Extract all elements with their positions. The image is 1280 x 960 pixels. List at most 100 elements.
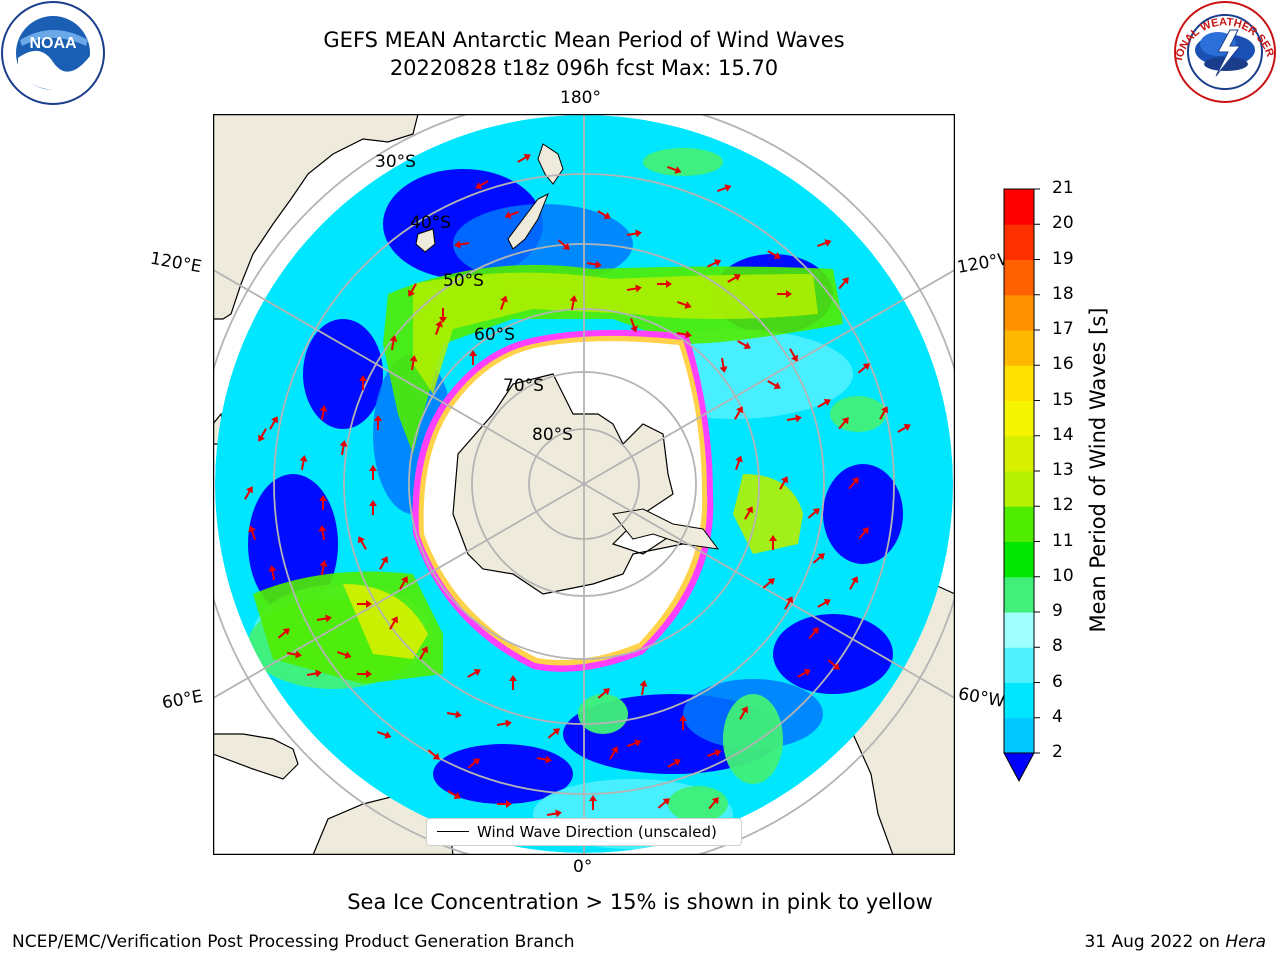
colorbar-segment [1004, 365, 1034, 401]
wave-arrow [358, 536, 367, 550]
lat-label-40s: 40°S [410, 213, 451, 233]
wave-arrow [767, 380, 781, 389]
wave-arrow [500, 295, 508, 310]
colorbar-segment [1004, 435, 1034, 472]
colorbar-tick-label: 14 [1052, 424, 1074, 445]
lon-label-60w: 60°W [956, 684, 1007, 712]
legend-line-swatch [437, 831, 469, 832]
wave-arrow [374, 415, 382, 430]
wave-arrow [817, 399, 831, 408]
wave-arrow [435, 320, 443, 335]
wave-direction-arrows [244, 154, 911, 818]
wave-arrow [337, 651, 352, 659]
wave-arrow [858, 527, 869, 540]
wave-arrow [639, 680, 648, 696]
colorbar-segment [1004, 576, 1034, 613]
wave-arrow [399, 576, 408, 590]
wave-arrow [319, 495, 327, 510]
new-zealand-south [507, 192, 549, 250]
colorbar-tick-label: 21 [1052, 178, 1074, 198]
wave-arrow [408, 283, 417, 297]
wave-arrow [319, 560, 328, 576]
colorbar-tick-label: 10 [1052, 565, 1074, 586]
wave-arrow [504, 211, 519, 219]
wave-arrow [454, 240, 470, 249]
lon-label-180: 180° [560, 88, 601, 108]
wave-arrow [389, 616, 398, 630]
colorbar-under-triangle [1003, 752, 1035, 783]
wave-arrow [497, 800, 512, 808]
colorbar-segment [1004, 682, 1034, 719]
wave-arrow [427, 749, 440, 760]
wave-arrow [737, 340, 751, 349]
colorbar-tick-label: 18 [1052, 283, 1074, 304]
wave-arrow [609, 746, 618, 760]
wave-arrow [784, 596, 793, 610]
wave-arrow [557, 239, 570, 250]
wave-arrow [316, 614, 332, 623]
colorbar-segment [1004, 224, 1034, 260]
tasmania [415, 228, 436, 253]
wave-arrow [719, 357, 728, 373]
wave-arrow [357, 670, 372, 678]
colorbar-tick-label: 13 [1052, 460, 1074, 480]
colorbar-segment [1004, 541, 1034, 578]
wave-arrow [777, 290, 792, 298]
wave-arrow [379, 556, 388, 570]
wave-arrow [299, 455, 308, 471]
wave-arrow [467, 669, 481, 678]
wave-arrow [812, 553, 825, 564]
colorbar-tick-label: 12 [1052, 495, 1074, 516]
wave-arrow [469, 350, 477, 365]
colorbar-segment [1004, 189, 1034, 225]
lon-label-60e: 60°E [160, 686, 205, 714]
wave-arrow [467, 758, 480, 769]
colorbar-tick-label: 15 [1052, 389, 1074, 410]
wave-arrow [827, 659, 840, 670]
colorbar-label: Mean Period of Wind Waves [s] [1086, 307, 1110, 633]
wave-arrow [419, 646, 428, 660]
wave-arrow [517, 154, 531, 163]
colorbar-tick-label: 19 [1052, 248, 1074, 269]
wave-arrow [597, 688, 610, 699]
wave-arrow [277, 628, 290, 639]
colorbar-tick-label: 2 [1052, 742, 1063, 762]
wave-arrow [667, 759, 681, 768]
wave-arrow [389, 335, 398, 351]
footer-date: 31 Aug 2022 on Hera [1084, 932, 1266, 952]
wave-arrow [496, 719, 512, 728]
wave-arrow [268, 565, 277, 581]
wave-arrow [536, 755, 552, 764]
sea-ice-note: Sea Ice Concentration > 15% is shown in … [347, 890, 933, 914]
wave-arrow [369, 465, 377, 480]
colorbar-segment [1004, 506, 1034, 542]
lat-label-50s: 50°S [443, 271, 484, 291]
wave-arrow [248, 525, 256, 540]
wave-arrow [849, 576, 858, 590]
wave-arrow [744, 506, 753, 520]
wave-arrow [597, 210, 611, 219]
wave-arrow [589, 795, 597, 810]
wave-arrow [717, 184, 732, 192]
wave-arrow [807, 508, 820, 519]
australia-landmass [213, 733, 299, 780]
wave-arrow [359, 375, 367, 390]
colorbar-segment [1004, 400, 1034, 437]
colorbar-tick-label: 6 [1052, 671, 1063, 692]
colorbar-segment [1004, 294, 1034, 331]
colorbar-segment [1004, 471, 1034, 507]
colorbar-segment [1004, 330, 1034, 366]
wave-arrow [735, 455, 743, 470]
wave-arrow [439, 308, 447, 323]
wave-arrow [848, 477, 859, 490]
colorbar-tick-label: 8 [1052, 636, 1063, 657]
wave-arrow [762, 578, 775, 589]
wave-arrow [286, 650, 302, 659]
wave-arrow [269, 416, 278, 430]
wave-arrow [767, 250, 781, 259]
colorbar-segment [1004, 647, 1034, 683]
wave-arrow [789, 348, 798, 362]
wave-arrow [857, 363, 870, 374]
wave-arrow [369, 500, 377, 515]
wave-arrow [377, 731, 392, 739]
